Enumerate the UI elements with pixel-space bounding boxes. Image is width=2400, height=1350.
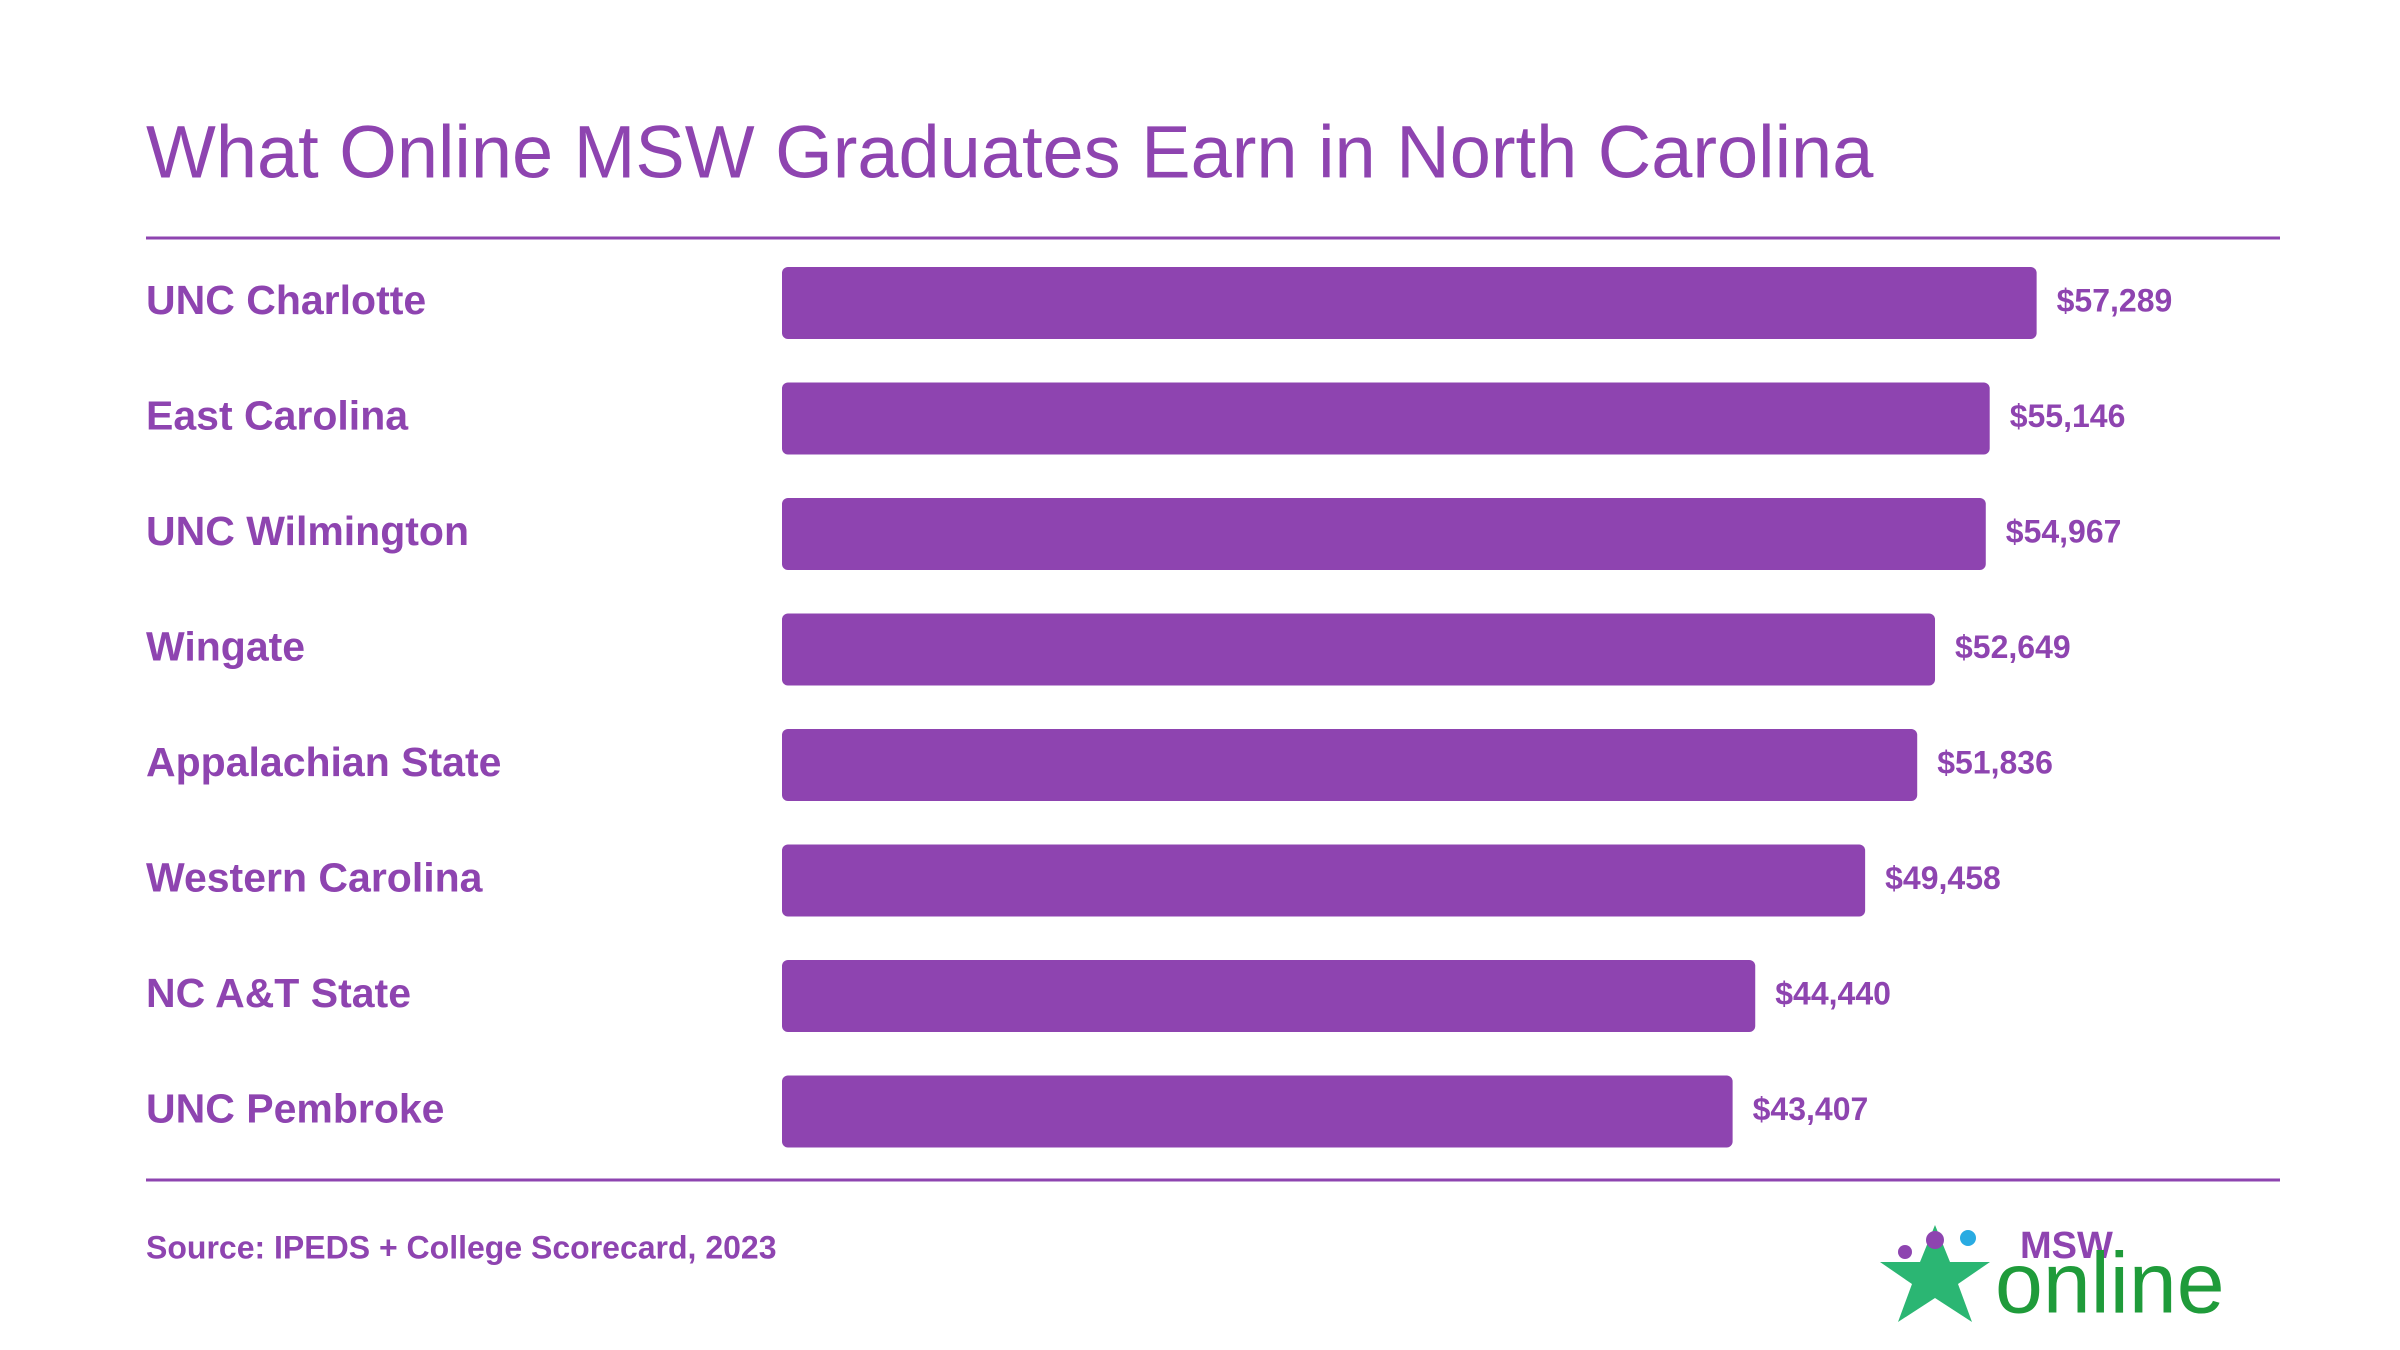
logo-text: MSW <box>2020 1225 2113 1267</box>
value-label: $55,146 <box>2010 398 2126 434</box>
bar <box>782 498 1986 570</box>
category-label: Appalachian State <box>146 739 501 785</box>
category-label: Wingate <box>146 623 305 669</box>
bar <box>782 1075 1733 1148</box>
source-note: Source: IPEDS + College Scorecard, 2023 <box>146 1229 777 1265</box>
value-label: $49,458 <box>1885 860 2001 896</box>
bar <box>782 267 2037 339</box>
chart-title: What Online MSW Graduates Earn in North … <box>146 111 1874 194</box>
category-label: NC A&T State <box>146 970 411 1016</box>
logo-dot <box>1926 1231 1944 1249</box>
category-label: East Carolina <box>146 392 409 438</box>
bar <box>782 613 1936 686</box>
logo-dot <box>1960 1230 1976 1246</box>
logo-dot <box>1898 1245 1912 1259</box>
category-label: UNC Pembroke <box>146 1085 444 1131</box>
value-label: $44,440 <box>1775 975 1891 1011</box>
value-label: $54,967 <box>2006 513 2122 549</box>
value-label: $57,289 <box>2057 282 2173 318</box>
bar <box>782 960 1756 1032</box>
bar <box>782 844 1866 917</box>
value-label: $52,649 <box>1955 629 2071 665</box>
bar <box>782 729 1918 801</box>
logo-text: online <box>1995 1236 2225 1332</box>
category-label: UNC Wilmington <box>146 508 469 554</box>
value-label: $51,836 <box>1937 744 2053 780</box>
logo: MSW online <box>1880 1225 2225 1332</box>
category-label: UNC Charlotte <box>146 277 426 323</box>
logo-star <box>1880 1225 1990 1322</box>
value-label: $43,407 <box>1753 1091 1869 1127</box>
category-label: Western Carolina <box>146 854 484 900</box>
bar <box>782 382 1990 455</box>
